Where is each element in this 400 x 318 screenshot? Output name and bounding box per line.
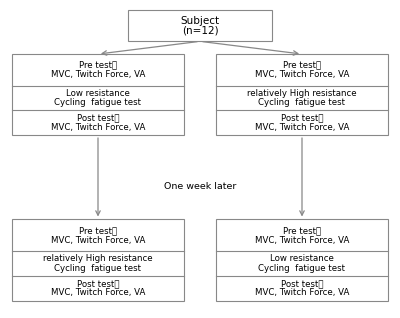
Text: Subject: Subject bbox=[180, 16, 220, 26]
Text: Low resistance: Low resistance bbox=[270, 254, 334, 263]
Text: Pre test：: Pre test： bbox=[283, 61, 321, 70]
Text: relatively High resistance: relatively High resistance bbox=[43, 254, 153, 263]
Text: MVC, Twitch Force, VA: MVC, Twitch Force, VA bbox=[51, 70, 145, 79]
Text: Pre test：: Pre test： bbox=[79, 226, 117, 235]
Text: Low resistance: Low resistance bbox=[66, 89, 130, 98]
Bar bbox=[128, 10, 272, 41]
Bar bbox=[12, 219, 184, 301]
Text: Cycling  fatigue test: Cycling fatigue test bbox=[54, 264, 142, 273]
Text: One week later: One week later bbox=[164, 182, 236, 190]
Text: MVC, Twitch Force, VA: MVC, Twitch Force, VA bbox=[51, 288, 145, 297]
Text: MVC, Twitch Force, VA: MVC, Twitch Force, VA bbox=[255, 123, 349, 132]
Text: MVC, Twitch Force, VA: MVC, Twitch Force, VA bbox=[255, 70, 349, 79]
Text: (n=12): (n=12) bbox=[182, 25, 218, 35]
Text: Post test：: Post test： bbox=[77, 114, 119, 122]
Text: Pre test：: Pre test： bbox=[283, 226, 321, 235]
Text: MVC, Twitch Force, VA: MVC, Twitch Force, VA bbox=[255, 288, 349, 297]
Text: Post test：: Post test： bbox=[77, 279, 119, 288]
Text: Post test：: Post test： bbox=[281, 114, 323, 122]
Text: MVC, Twitch Force, VA: MVC, Twitch Force, VA bbox=[255, 236, 349, 245]
Bar bbox=[216, 54, 388, 135]
Text: relatively High resistance: relatively High resistance bbox=[247, 89, 357, 98]
Text: MVC, Twitch Force, VA: MVC, Twitch Force, VA bbox=[51, 123, 145, 132]
Text: Cycling  fatigue test: Cycling fatigue test bbox=[258, 264, 346, 273]
Text: Cycling  fatigue test: Cycling fatigue test bbox=[258, 98, 346, 107]
Text: Cycling  fatigue test: Cycling fatigue test bbox=[54, 98, 142, 107]
Text: MVC, Twitch Force, VA: MVC, Twitch Force, VA bbox=[51, 236, 145, 245]
Text: Pre test：: Pre test： bbox=[79, 61, 117, 70]
Text: Post test：: Post test： bbox=[281, 279, 323, 288]
Bar bbox=[216, 219, 388, 301]
Bar bbox=[12, 54, 184, 135]
